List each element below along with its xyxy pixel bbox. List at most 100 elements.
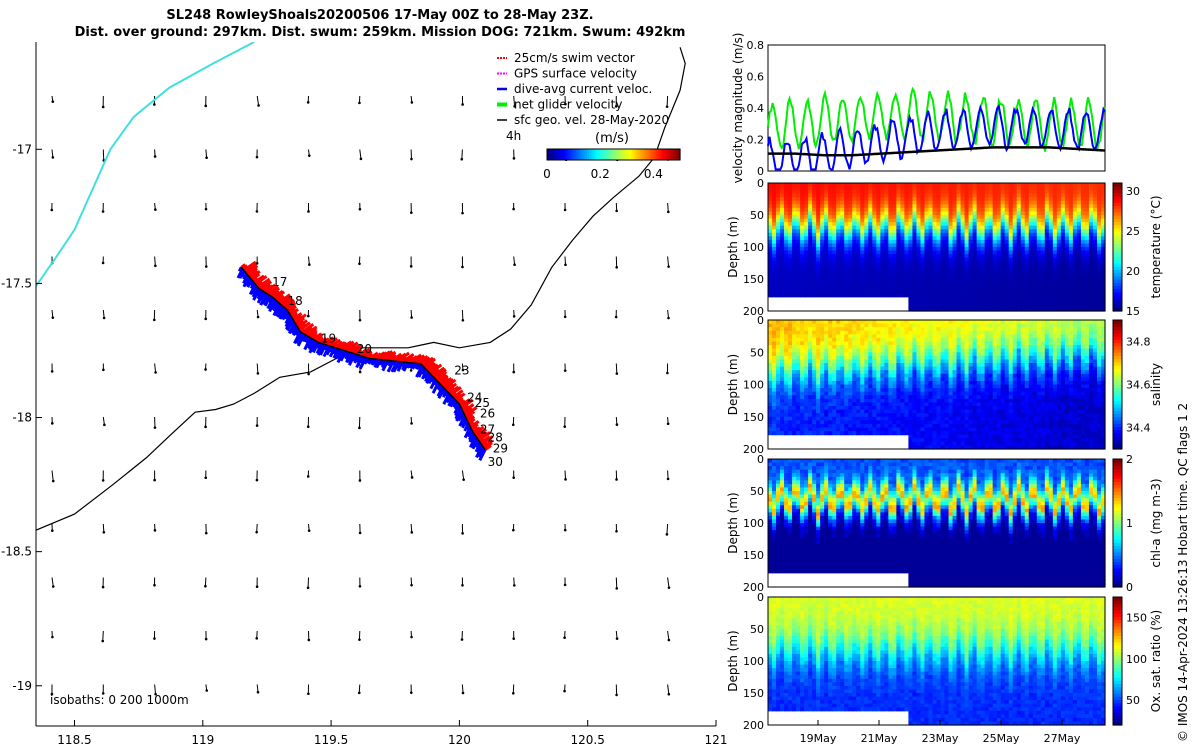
salinity-cell	[868, 330, 873, 335]
temperature-cell	[912, 243, 918, 248]
temperature-cell	[932, 200, 938, 205]
temperature-cell	[916, 236, 922, 241]
temperature-cell	[812, 200, 817, 205]
temperature-cell	[1096, 261, 1102, 266]
salinity-cell	[788, 384, 793, 389]
geo-velocity-arrowhead	[154, 371, 157, 374]
temperature-cell	[860, 193, 865, 198]
temperature-cell	[796, 239, 801, 245]
temperature-cell	[896, 193, 901, 198]
geo-velocity-arrow	[667, 684, 670, 695]
swim-vector	[446, 386, 456, 394]
temperature-cell	[976, 239, 982, 245]
salinity-cell	[888, 352, 893, 357]
temperature-cell	[792, 268, 797, 273]
temperature-cell	[1024, 207, 1030, 213]
temperature-cell	[868, 243, 873, 248]
day-label-19: 19	[321, 331, 336, 345]
temperature-cell	[860, 211, 865, 216]
dive-avg-current-vector	[245, 277, 252, 287]
temperature-cell	[788, 239, 793, 245]
temperature-cell	[772, 225, 777, 230]
temperature-cell	[888, 289, 893, 294]
temperature-cell	[1028, 282, 1034, 287]
salinity-cell	[800, 402, 805, 407]
temperature-cell	[1052, 271, 1058, 277]
temperature-cell	[1100, 282, 1106, 287]
temperature-cell	[848, 225, 853, 230]
temperature-cell	[988, 293, 994, 298]
temperature-cell	[928, 303, 934, 309]
salinity-cell	[880, 330, 885, 335]
temperature-cell	[920, 247, 926, 252]
salinity-cell	[808, 327, 813, 332]
temperature-cell	[996, 296, 1002, 301]
temperature-cell	[908, 236, 914, 241]
temperature-colorbar-segment	[1113, 205, 1122, 210]
temperature-cell	[844, 257, 849, 262]
geo-velocity-arrowhead	[102, 530, 106, 534]
temperature-cell	[1076, 279, 1082, 284]
temperature-cell	[956, 264, 962, 269]
temperature-cell	[1044, 286, 1050, 291]
salinity-cell	[848, 370, 853, 375]
dive-avg-current-vector	[283, 311, 290, 320]
temperature-cell	[772, 250, 777, 255]
temperature-cell	[1028, 239, 1034, 245]
salinity-cell	[872, 370, 877, 375]
temperature-cell	[864, 261, 869, 266]
salinity-cell	[844, 395, 849, 400]
temperature-cell	[1048, 261, 1054, 266]
temperature-cell	[1092, 225, 1098, 230]
temperature-cell	[784, 222, 789, 227]
temperature-cell	[1100, 271, 1106, 277]
temperature-cell	[1084, 303, 1090, 309]
salinity-cell	[812, 388, 817, 393]
temperature-cell	[880, 243, 885, 248]
salinity-cell	[780, 380, 785, 386]
temperature-cell	[1032, 247, 1038, 252]
geo-velocity-arrowhead	[204, 531, 208, 535]
temperature-cell	[980, 207, 986, 213]
temperature-cell	[896, 243, 901, 248]
temperature-cell	[1008, 282, 1014, 287]
temperature-cell	[1020, 215, 1026, 220]
salinity-cell	[796, 431, 801, 436]
salinity-cell	[860, 337, 865, 343]
temperature-cell	[800, 286, 805, 291]
salinity-cell	[872, 348, 877, 353]
salinity-cell	[828, 380, 833, 386]
salinity-cell	[824, 431, 829, 436]
temperature-cell	[884, 236, 889, 241]
temperature-cell	[996, 193, 1002, 198]
temperature-cell	[1060, 261, 1066, 266]
salinity-cell	[800, 413, 805, 418]
dive-avg-current-vector	[291, 324, 298, 335]
temperature-cell	[924, 229, 930, 234]
geo-velocity-arrow	[667, 630, 670, 641]
salinity-cell	[792, 431, 797, 436]
temperature-cell	[952, 250, 958, 255]
temperature-cell	[844, 282, 849, 287]
salinity-cell	[908, 370, 914, 375]
temperature-cell	[772, 193, 777, 198]
temperature-cell	[788, 271, 793, 277]
temperature-cell	[1092, 211, 1098, 216]
temperature-cell	[1032, 183, 1038, 188]
temperature-cell	[920, 257, 926, 262]
temperature-cell	[868, 197, 873, 202]
dive-avg-current-vector	[390, 360, 399, 373]
salinity-cell	[792, 402, 797, 407]
temperature-cell	[804, 254, 809, 259]
swim-vector	[296, 319, 308, 329]
temperature-cell	[988, 247, 994, 252]
temperature-cell	[1056, 279, 1062, 284]
salinity-cell	[840, 413, 845, 418]
temperature-cell	[772, 200, 777, 205]
temperature-cell	[788, 254, 793, 259]
salinity-cell	[888, 348, 893, 353]
salinity-cell	[780, 420, 785, 425]
temperature-cell	[952, 190, 958, 195]
temperature-cell	[772, 207, 777, 213]
temperature-cell	[776, 222, 781, 227]
